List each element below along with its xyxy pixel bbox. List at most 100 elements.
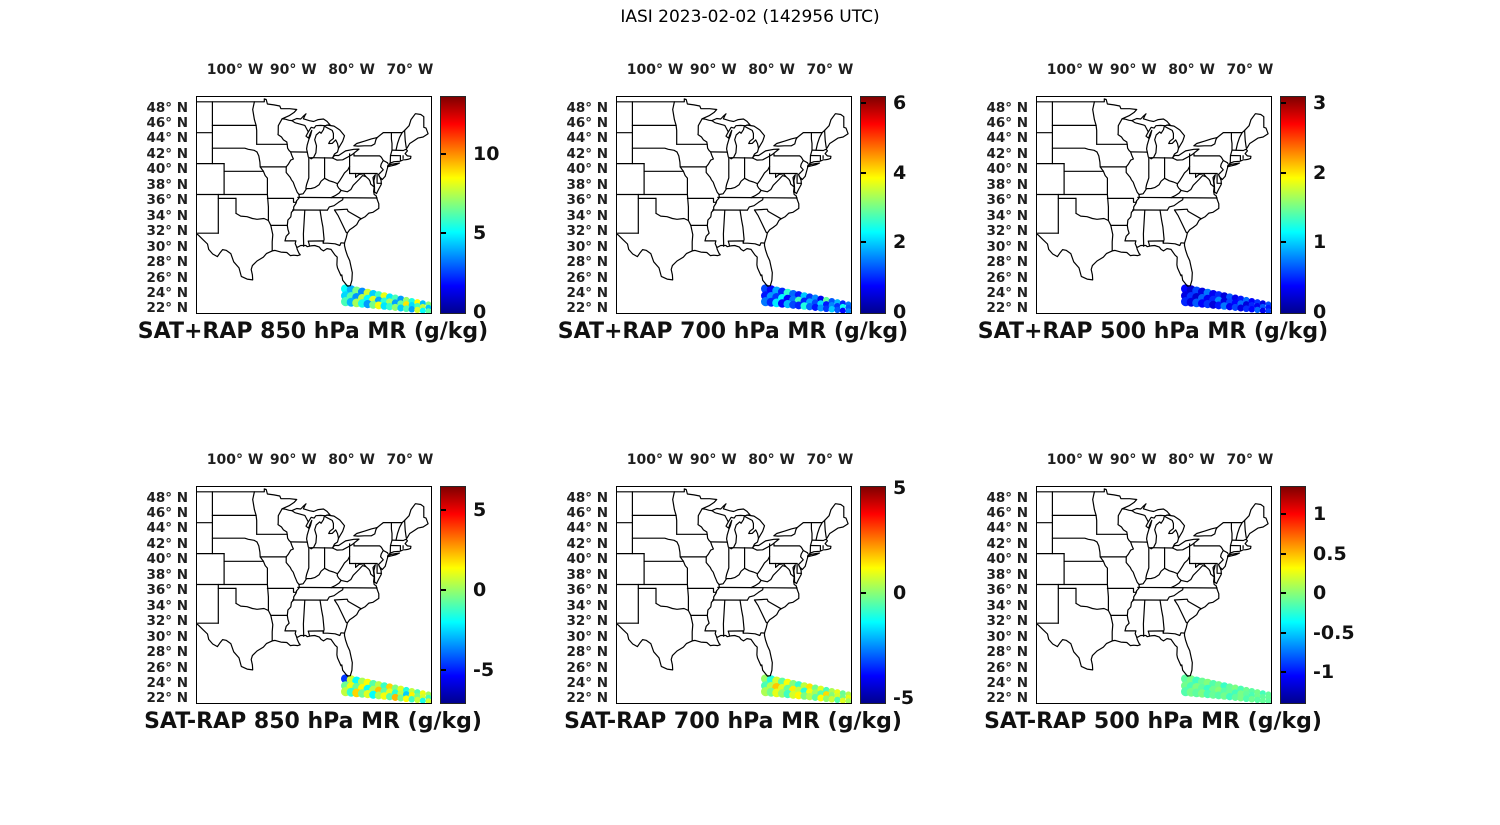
lat-tick-label: 44° N (566, 520, 608, 537)
lat-tick-label: 40° N (146, 161, 188, 178)
lat-tick-label: 44° N (566, 130, 608, 147)
swath-dot (811, 693, 819, 701)
colorbar-label: 1 (1313, 231, 1327, 254)
lat-tick-label: 34° N (146, 207, 188, 224)
lon-tick-label: 80° W (1168, 62, 1216, 78)
colorbar-tick (861, 241, 866, 244)
lat-tick-label: 24° N (566, 284, 608, 301)
swath-dot (811, 303, 819, 311)
colorbar-tick (441, 153, 446, 156)
lon-tick-label: 90° W (689, 62, 737, 78)
swath-dot (1254, 696, 1261, 703)
swath-dot (1248, 306, 1256, 313)
swath-dot (391, 303, 399, 311)
us-basemap (617, 98, 851, 313)
lat-tick-label: 46° N (986, 504, 1028, 521)
swath-dot (391, 294, 399, 302)
lat-tick-label: 26° N (146, 269, 188, 286)
lat-tick-label: 36° N (566, 192, 608, 209)
swath-dot (845, 308, 851, 313)
lon-tick-label: 80° W (328, 62, 376, 78)
lat-tick-label: 32° N (986, 223, 1028, 240)
lat-tick-label: 24° N (986, 674, 1028, 691)
colorbar (1280, 486, 1306, 704)
panel-title: SAT+RAP 500 hPa MR (g/kg) (977, 319, 1329, 344)
swath-dot (386, 693, 394, 701)
swath-dot (380, 692, 389, 700)
lat-tick-label: 26° N (566, 269, 608, 286)
swath-dot (1248, 696, 1256, 703)
lat-tick-label: 40° N (566, 551, 608, 568)
lat-tick-label: 28° N (566, 254, 608, 271)
colorbar (440, 486, 466, 704)
swath-dot (1242, 695, 1250, 703)
colorbar-tick (1281, 513, 1286, 516)
lat-tick-label: 36° N (146, 192, 188, 209)
lat-tick-label: 24° N (986, 284, 1028, 301)
panel-title: SAT-RAP 700 hPa MR (g/kg) (564, 709, 902, 734)
lat-tick-label: 40° N (146, 551, 188, 568)
lat-tick-label: 38° N (146, 566, 188, 583)
swath-dot (1226, 303, 1234, 311)
lat-tick-label: 30° N (146, 238, 188, 255)
colorbar-label: 0.5 (1313, 542, 1347, 565)
colorbar-label: 1 (1313, 503, 1327, 526)
colorbar-tick (861, 101, 866, 104)
state-boundaries (1037, 98, 1269, 287)
colorbar-label: -5 (893, 686, 915, 709)
lat-tick-label: 32° N (146, 613, 188, 630)
lon-tick-label: 100° W (1046, 452, 1104, 468)
colorbar-label: -5 (473, 659, 495, 681)
lon-tick-label: 100° W (206, 62, 264, 78)
swath-dot (806, 303, 814, 311)
map-frame (196, 96, 432, 314)
panel-title: SAT+RAP 850 hPa MR (g/kg) (137, 319, 489, 344)
colorbar-tick (1281, 671, 1286, 674)
lat-tick-label: 40° N (986, 551, 1028, 568)
lat-tick-label: 24° N (146, 284, 188, 301)
map-panel: 100° W 90° W 80° W 70° W 48° N 46° N 44° N 42° … (936, 441, 1356, 753)
swath-dot (1214, 301, 1223, 310)
lat-tick-label: 44° N (146, 520, 188, 537)
lat-tick-label: 34° N (146, 597, 188, 614)
lat-tick-label: 46° N (986, 114, 1028, 131)
colorbar-label: 0 (1313, 582, 1327, 605)
colorbar-tick (1281, 631, 1286, 634)
lat-tick-label: 46° N (146, 504, 188, 521)
state-boundaries (617, 98, 849, 287)
figure-title: IASI 2023-02-02 (142956 UTC) (620, 7, 880, 27)
panel-title: SAT+RAP 700 hPa MR (g/kg) (557, 319, 909, 344)
lat-tick-label: 32° N (986, 613, 1028, 630)
lat-tick-label: 34° N (566, 207, 608, 224)
colorbar-label: 5 (893, 477, 907, 500)
lat-tick-label: 48° N (146, 99, 188, 116)
lon-tick-label: 80° W (748, 452, 796, 468)
lat-tick-label: 36° N (566, 582, 608, 599)
lon-tick-label: 70° W (1226, 452, 1274, 468)
colorbar (440, 96, 466, 314)
colorbar-label: 2 (1313, 161, 1327, 184)
lat-tick-label: 24° N (566, 674, 608, 691)
lat-tick-label: 38° N (146, 176, 188, 193)
map-frame (616, 96, 852, 314)
swath-dot (1259, 307, 1266, 313)
lat-tick-label: 22° N (146, 300, 188, 317)
panel-title: SAT-RAP 850 hPa MR (g/kg) (144, 709, 482, 734)
swath-dot (397, 304, 405, 312)
swath-dot (425, 698, 431, 703)
lon-tick-label: 100° W (206, 452, 264, 468)
swath-dot (822, 305, 830, 313)
lat-tick-label: 30° N (986, 628, 1028, 645)
us-basemap (617, 488, 851, 703)
lat-tick-label: 42° N (986, 535, 1028, 552)
lat-tick-label: 32° N (566, 613, 608, 630)
lat-tick-label: 48° N (566, 99, 608, 116)
colorbar (1280, 96, 1306, 314)
swath-dot (800, 692, 809, 700)
swath-dot (1237, 304, 1245, 312)
lon-tick-label: 90° W (689, 452, 737, 468)
state-boundaries (197, 488, 429, 677)
swath-dots (1181, 284, 1271, 313)
swath-dot (391, 693, 399, 701)
map-panel: 100° W 90° W 80° W 70° W 48° N 46° N 44° N 42° … (516, 441, 936, 753)
